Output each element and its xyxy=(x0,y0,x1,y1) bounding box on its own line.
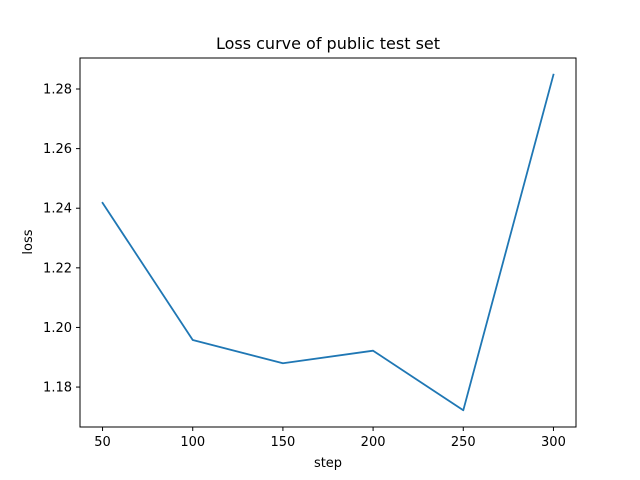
x-axis-ticks: 50 100 150 200 250 300 xyxy=(94,427,566,450)
plot-area: 50 100 150 200 250 300 1.181.201.221.241.261.… xyxy=(43,57,577,450)
x-tick-label: 300 xyxy=(541,435,566,450)
y-tick-label: 1.26 xyxy=(43,142,72,157)
x-tick-label: 250 xyxy=(451,435,476,450)
series-layer xyxy=(101,73,555,412)
x-tick-label: 150 xyxy=(270,435,295,450)
y-tick-label: 1.22 xyxy=(43,261,72,276)
series-line xyxy=(101,73,555,412)
y-tick-label: 1.20 xyxy=(43,321,72,336)
axes-frame xyxy=(79,57,577,428)
y-tick-label: 1.28 xyxy=(43,82,72,97)
chart-title: Loss curve of public test set xyxy=(216,34,440,53)
x-tick-label: 200 xyxy=(361,435,386,450)
y-tick-label: 1.24 xyxy=(43,202,72,217)
y-axis-label: loss xyxy=(21,229,36,254)
x-tick-label: 100 xyxy=(180,435,205,450)
x-axis-label: step xyxy=(314,456,342,471)
x-tick-label: 50 xyxy=(94,435,111,450)
y-axis-ticks: 1.18 1.20 1.22 1.24 1.26 1.28 xyxy=(43,82,80,396)
y-tick-label: 1.18 xyxy=(43,381,72,396)
